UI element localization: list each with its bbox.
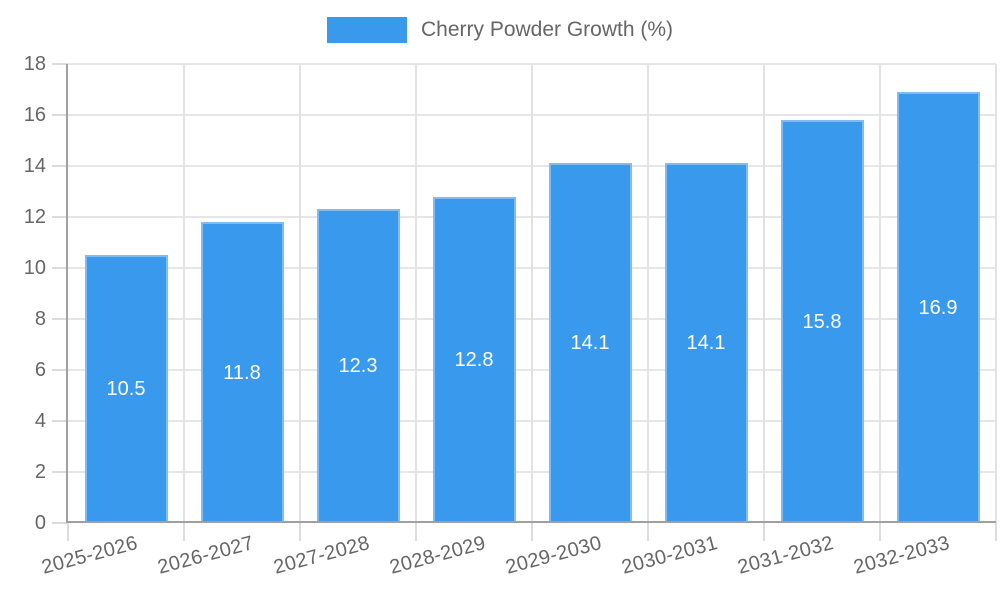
x-axis-tick-label: 2031-2032 [734,532,836,579]
y-axis-tick-label: 2 [34,461,46,483]
y-axis-tick-label: 16 [23,104,46,126]
y-tick-mark [52,420,68,422]
x-tick-mark [647,523,649,541]
x-axis-tick-label: 2025-2026 [38,532,140,579]
bar-value-label: 16.9 [918,296,958,319]
plot-area: 10.5 11.8 12.3 12.8 14.1 14.1 15.8 16.9 [52,63,997,541]
x-axis-tick-label: 2032-2033 [850,532,952,579]
x-axis-line [66,521,996,523]
y-tick-mark [52,318,68,320]
x-tick-mark [415,523,417,541]
x-tick-mark [763,523,765,541]
y-tick-mark [52,165,68,167]
x-gridline [415,64,417,523]
x-tick-mark [183,523,185,541]
y-axis-tick-label: 0 [34,512,46,534]
y-tick-mark [52,471,68,473]
bar-value-label: 15.8 [802,310,842,333]
bar-value-label: 14.1 [570,332,610,355]
bar-value-label: 11.8 [223,361,261,384]
bar-value-label: 12.3 [338,355,378,378]
y-axis-tick-label: 6 [34,359,46,381]
bar-2030-2031[interactable] [664,163,748,523]
legend-swatch [326,17,407,43]
x-axis-tick-label: 2026-2027 [154,532,256,579]
y-axis-line [66,64,68,523]
legend-label: Cherry Powder Growth (%) [420,18,674,41]
y-tick-mark [52,267,68,269]
x-axis-tick-label: 2030-2031 [618,532,720,579]
x-tick-mark [299,523,301,541]
x-gridline [183,64,185,523]
bar-2029-2030[interactable] [548,163,632,523]
bar-value-label: 12.8 [454,348,494,371]
y-axis-tick-label: 12 [23,206,46,228]
y-axis-tick-label: 4 [34,410,46,432]
y-tick-mark [52,522,68,524]
x-tick-mark [67,523,69,541]
y-tick-mark [52,216,68,218]
x-tick-mark [879,523,881,541]
bar-2028-2029[interactable] [432,196,516,523]
y-axis-tick-label: 10 [23,257,46,279]
x-gridline [763,64,765,523]
x-tick-mark [531,523,533,541]
x-axis-tick-label: 2028-2029 [386,532,488,579]
y-tick-mark [52,114,68,116]
bar-2026-2027[interactable] [200,222,284,523]
bar-2027-2028[interactable] [316,209,400,523]
x-tick-mark [995,523,997,541]
x-gridline [995,64,997,523]
x-axis-tick-label: 2029-2030 [502,532,604,579]
x-gridline [531,64,533,523]
bar-2025-2026[interactable] [84,255,168,523]
bar-value-label: 14.1 [686,332,726,355]
y-axis-tick-label: 8 [34,308,46,330]
legend-item[interactable]: Cherry Powder Growth (%) [0,17,1000,43]
y-axis-tick-label: 14 [23,155,46,177]
x-gridline [299,64,301,523]
x-axis-tick-label: 2027-2028 [270,532,372,579]
bar-value-label: 10.5 [106,378,146,401]
y-axis-tick-label: 18 [23,53,46,75]
bar-2031-2032[interactable] [780,120,864,523]
y-axis-labels: 0 2 4 6 8 10 12 14 16 18 [0,0,46,600]
x-gridline [647,64,649,523]
y-tick-mark [52,63,68,65]
y-tick-mark [52,369,68,371]
bar-2032-2033[interactable] [896,92,980,523]
x-gridline [879,64,881,523]
